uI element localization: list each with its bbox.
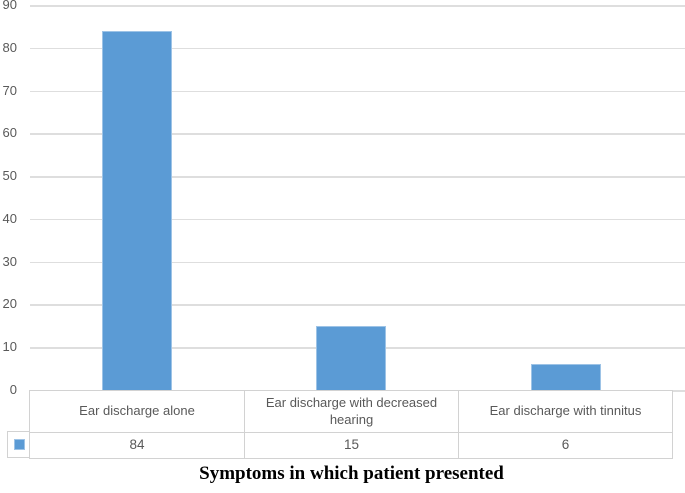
y-axis-tick-label: 10 (2, 339, 17, 355)
value-cell: 84 (129, 437, 145, 453)
value-cell: 15 (244, 433, 458, 458)
y-axis-tick-label: 20 (2, 296, 17, 312)
bar-ear-discharge-alone (102, 30, 173, 390)
bar-ear-discharge-decreased-hearing (316, 325, 387, 390)
chart-title: Symptoms in which patient presented (199, 463, 504, 484)
bar-column-1 (244, 325, 458, 390)
gridline (30, 133, 685, 135)
value-row: 84 15 6 (30, 432, 672, 458)
gridline (30, 176, 685, 178)
y-axis-tick-label: 40 (2, 211, 17, 227)
bar-column-2 (459, 364, 673, 390)
y-axis-tick-label: 70 (2, 82, 17, 98)
gridline (30, 304, 685, 306)
category-label: Ear discharge alone (79, 403, 195, 419)
gridline (30, 261, 685, 264)
data-table: Ear discharge alone Ear discharge with d… (29, 390, 673, 459)
y-axis-tick-label: 0 (9, 382, 17, 398)
legend-cell (7, 430, 31, 458)
category-label: Ear discharge with decreased hearing (244, 391, 458, 432)
bars-layer (30, 5, 673, 390)
y-axis-tick-label: 80 (2, 39, 17, 55)
bar-ear-discharge-tinnitus (530, 364, 601, 390)
gridline (30, 47, 685, 50)
legend-series-swatch (13, 438, 25, 450)
category-label: Ear discharge with tinnitus (458, 391, 672, 432)
bar-column-0 (30, 30, 244, 390)
y-axis-tick-label: 50 (2, 168, 17, 184)
y-axis-tick-label: 90 (2, 0, 17, 13)
category-row: Ear discharge alone Ear discharge with d… (30, 391, 672, 432)
y-axis-tick-label: 60 (2, 125, 17, 141)
gridline (30, 218, 685, 221)
y-axis-tick-label: 30 (2, 253, 17, 269)
gridline (30, 90, 685, 93)
value-cell: 6 (458, 433, 672, 458)
y-axis: 90 80 70 60 50 40 30 20 10 0 (0, 0, 18, 400)
gridline (30, 5, 685, 7)
